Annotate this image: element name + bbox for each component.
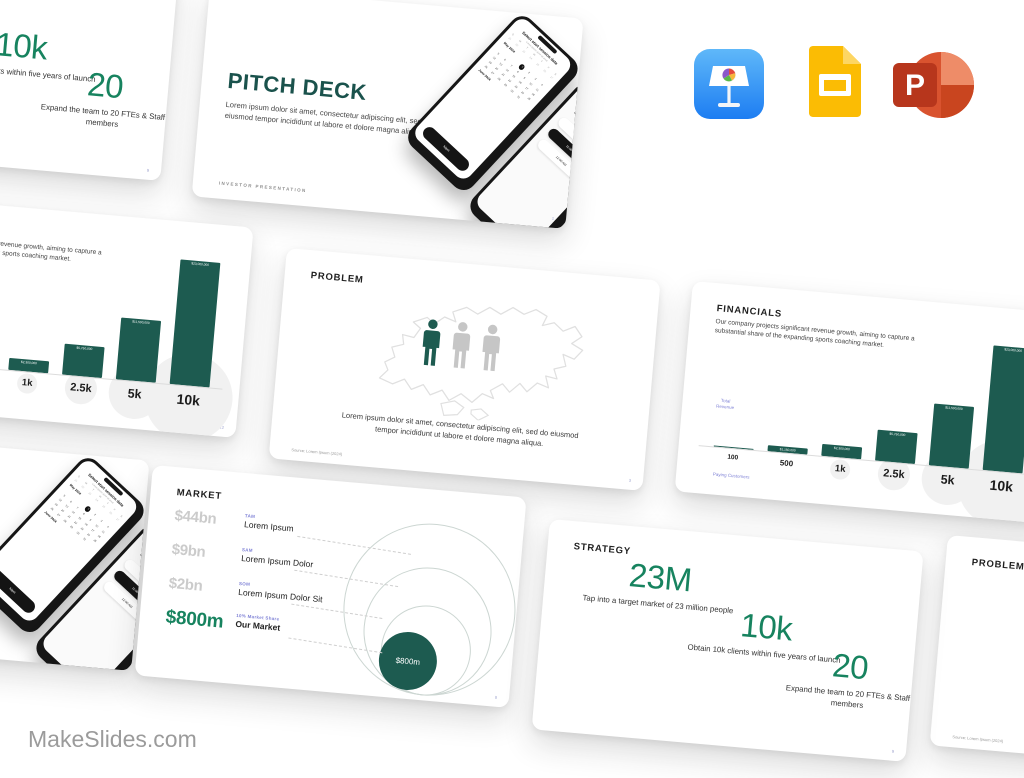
svg-text:P: P xyxy=(905,69,925,102)
y-axis-label: Total Revenue xyxy=(715,397,735,410)
page-number: 9 xyxy=(891,748,895,754)
stat-team: 20 Expand the team to 20 FTEs & Staff me… xyxy=(777,644,922,716)
slide-heading: PROBLEM xyxy=(971,557,1024,573)
market-row-our-market: $800m 10% Market Share Our Market xyxy=(165,607,366,646)
person-icon xyxy=(482,324,501,372)
page-number: 3 xyxy=(628,477,632,483)
people-icon-group xyxy=(416,308,506,383)
person-icon xyxy=(452,322,471,369)
market-value: $2bn xyxy=(168,574,204,595)
stat-team: 20 Expand the team to 20 FTEs & Staff me… xyxy=(32,63,177,135)
stat-value: 20 xyxy=(85,65,125,106)
slide-footer: INVESTOR PRESENTATION xyxy=(218,180,307,194)
slide-strategy-thumbnail[interactable]: STRATEGY 23M Tap into a target market of… xyxy=(531,519,924,762)
slide-title: PITCH DECK xyxy=(226,67,368,106)
powerpoint-icon[interactable]: P xyxy=(893,51,975,119)
revenue-bar-chart: 100$1,150,000500$2,300,0001k$5,750,0002.… xyxy=(0,232,237,438)
slide-title-thumbnail[interactable]: PITCH DECK Lorem ipsum dolor sit amet, c… xyxy=(191,0,584,229)
market-row-som: $2bn SOM Lorem Ipsum Dolor Sit xyxy=(168,575,369,610)
stat-description: Expand the team to 20 FTEs & Staff membe… xyxy=(40,102,166,129)
page-number: 8 xyxy=(494,694,498,700)
market-row-sam: $9bn SAM Lorem Ipsum Dolor xyxy=(171,541,372,576)
slide-financials-thumbnail-cut[interactable]: FINANCIALS Our company projects signific… xyxy=(0,195,254,438)
market-value: $800m xyxy=(164,606,225,633)
source-note: Source: Lorem Ipsum (2024) xyxy=(291,447,343,457)
market-value: $44bn xyxy=(173,507,218,528)
next-button-mockup: Next xyxy=(420,124,472,174)
stat-value: 23M xyxy=(0,0,1,20)
slide-problem-thumbnail[interactable]: PROBLEM Lorem ipsum dolor sit amet, cons… xyxy=(268,248,661,491)
slide-financials-thumbnail[interactable]: FINANCIALS Our company projects signific… xyxy=(674,281,1024,524)
next-button-mockup: Next xyxy=(0,566,38,616)
google-slides-icon[interactable] xyxy=(809,46,861,117)
stat-description: Expand the team to 20 FTEs & Staff membe… xyxy=(785,683,911,710)
stat-value: 10k xyxy=(0,25,49,67)
slide-heading: MARKET xyxy=(176,487,223,503)
market-row-tam: $44bn TAM Lorem Ipsum xyxy=(174,507,375,542)
map-outline xyxy=(378,306,584,421)
slide-strategy-thumbnail-cut[interactable]: STRATEGY 23M Tap into a target market of… xyxy=(0,0,179,181)
market-value: $9bn xyxy=(170,540,207,561)
slide-title-thumbnail-cut[interactable]: PITCH DECK Lorem ipsum dolor sit amet, c… xyxy=(0,428,150,671)
source-note: Source: Lorem Ipsum (2024) xyxy=(952,734,1004,744)
watermark-link[interactable]: MakeSlides.com xyxy=(28,726,197,752)
stat-value: 20 xyxy=(830,646,870,687)
page-number: 1 xyxy=(551,215,555,221)
page-number: 9 xyxy=(146,167,150,173)
person-icon xyxy=(422,319,441,366)
slide-market-thumbnail[interactable]: MARKET $800m $44bn TAM Lorem Ipsum $9bn … xyxy=(134,465,527,708)
keynote-icon[interactable] xyxy=(694,49,764,119)
slide-body-text: Lorem ipsum dolor sit amet, consectetur … xyxy=(224,99,433,137)
slide-problem-thumbnail-cut[interactable]: PROBLEM Source: Lorem Ipsum (2024) xyxy=(929,535,1024,778)
